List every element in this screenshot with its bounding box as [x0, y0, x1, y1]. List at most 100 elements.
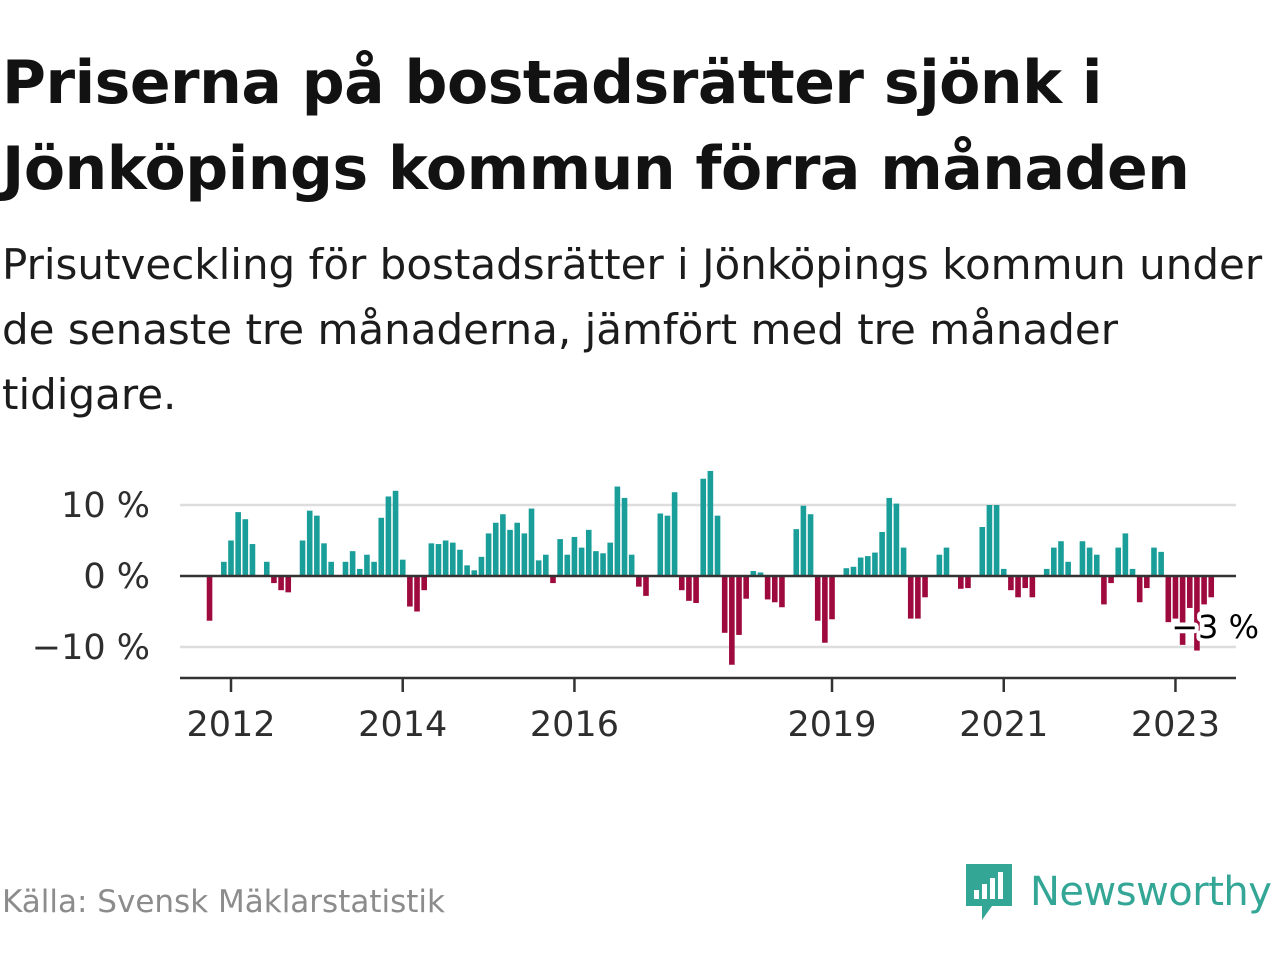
bar: [721, 576, 728, 633]
bar: [428, 543, 435, 576]
bar: [585, 529, 592, 576]
bar: [221, 561, 227, 576]
bar: [285, 576, 292, 593]
bar: [500, 514, 506, 576]
bar: [1079, 541, 1086, 576]
bar: [1029, 576, 1036, 598]
last-value-label: −3 %: [1171, 608, 1259, 646]
bar: [779, 576, 785, 608]
bar: [1058, 541, 1064, 576]
bar: [1122, 533, 1129, 576]
bar: [922, 576, 928, 598]
bar: [965, 576, 971, 589]
bar: [915, 576, 921, 619]
bar: [306, 510, 313, 576]
bar: [385, 496, 392, 576]
bar: [399, 559, 406, 576]
bar-series: [206, 470, 1215, 665]
bar: [564, 554, 571, 576]
bar: [485, 533, 492, 576]
x-tick-label: 2019: [787, 705, 876, 740]
bar: [1093, 554, 1100, 576]
bar: [636, 576, 642, 587]
bar: [535, 560, 542, 576]
bar: [822, 576, 828, 643]
bar: [850, 566, 857, 576]
bar: [614, 486, 621, 576]
bar: [1065, 561, 1071, 576]
bar: [757, 572, 764, 576]
bar: [1158, 551, 1164, 576]
bar: [1165, 576, 1172, 623]
bar: [729, 576, 735, 665]
bar: [793, 529, 800, 576]
bar: [557, 539, 563, 576]
bar: [657, 513, 664, 576]
bar: [664, 515, 671, 576]
bar: [328, 561, 334, 576]
bar: [707, 470, 714, 576]
chart-title: Priserna på bostadsrätter sjönk i Jönköp…: [2, 48, 1190, 204]
bar: [1186, 576, 1193, 608]
bar: [550, 576, 556, 584]
bar: [457, 549, 463, 576]
bar: [807, 514, 814, 576]
bar: [471, 570, 478, 576]
bar: [271, 576, 277, 584]
bar: [621, 497, 628, 576]
chart-subtitle: Prisutveckling för bostadsrätter i Jönkö…: [2, 240, 1263, 419]
bar: [342, 561, 349, 576]
bar: [414, 576, 420, 612]
brand-logo: Newsworthy: [962, 860, 1272, 924]
bar: [1136, 576, 1143, 603]
bar: [764, 576, 771, 600]
bar: [958, 576, 964, 589]
bar: [714, 515, 721, 576]
y-tick-label: 0 %: [83, 557, 150, 597]
y-tick-label: 10 %: [61, 486, 150, 526]
bar: [686, 576, 692, 601]
bar: [235, 512, 241, 576]
bar: [993, 505, 1000, 576]
bar: [600, 553, 606, 576]
bar: [421, 576, 427, 591]
bar: [1022, 576, 1028, 589]
bar: [1172, 576, 1179, 619]
bar: [514, 522, 520, 576]
bar: [378, 517, 385, 576]
bar: [857, 557, 864, 576]
bar: [249, 544, 256, 576]
bar: [1201, 576, 1207, 605]
bar: [771, 576, 778, 603]
bar: [356, 568, 363, 576]
bar: [464, 565, 470, 576]
bar: [671, 492, 678, 576]
bar-chart: 10 % 0 % −10 % 2012 2014 2016 2019 2021 2023 −3 %…: [32, 470, 1263, 740]
bar: [750, 571, 757, 576]
bar: [543, 554, 549, 576]
bar: [943, 547, 950, 576]
bar: [1101, 576, 1107, 605]
bar: [407, 576, 413, 607]
y-tick-label: −10 %: [32, 628, 150, 668]
bar: [1115, 547, 1122, 576]
bar: [893, 503, 900, 576]
bar: [800, 505, 807, 576]
x-tick-label: 2014: [358, 705, 447, 740]
bar: [1015, 576, 1021, 598]
bar: [1129, 568, 1136, 576]
bar: [1086, 547, 1093, 576]
bar: [1043, 568, 1050, 576]
last-value-label-halo: −3 %: [1171, 608, 1259, 646]
x-tick-label: 2016: [530, 705, 619, 740]
bar: [299, 540, 306, 576]
bar: [492, 522, 499, 576]
bar: [900, 547, 907, 576]
bar: [886, 497, 893, 576]
bar: [743, 576, 749, 599]
bar: [242, 519, 249, 576]
bar: [1151, 547, 1157, 576]
bar: [278, 576, 284, 591]
bar: [1194, 576, 1200, 651]
bar: [507, 529, 513, 576]
